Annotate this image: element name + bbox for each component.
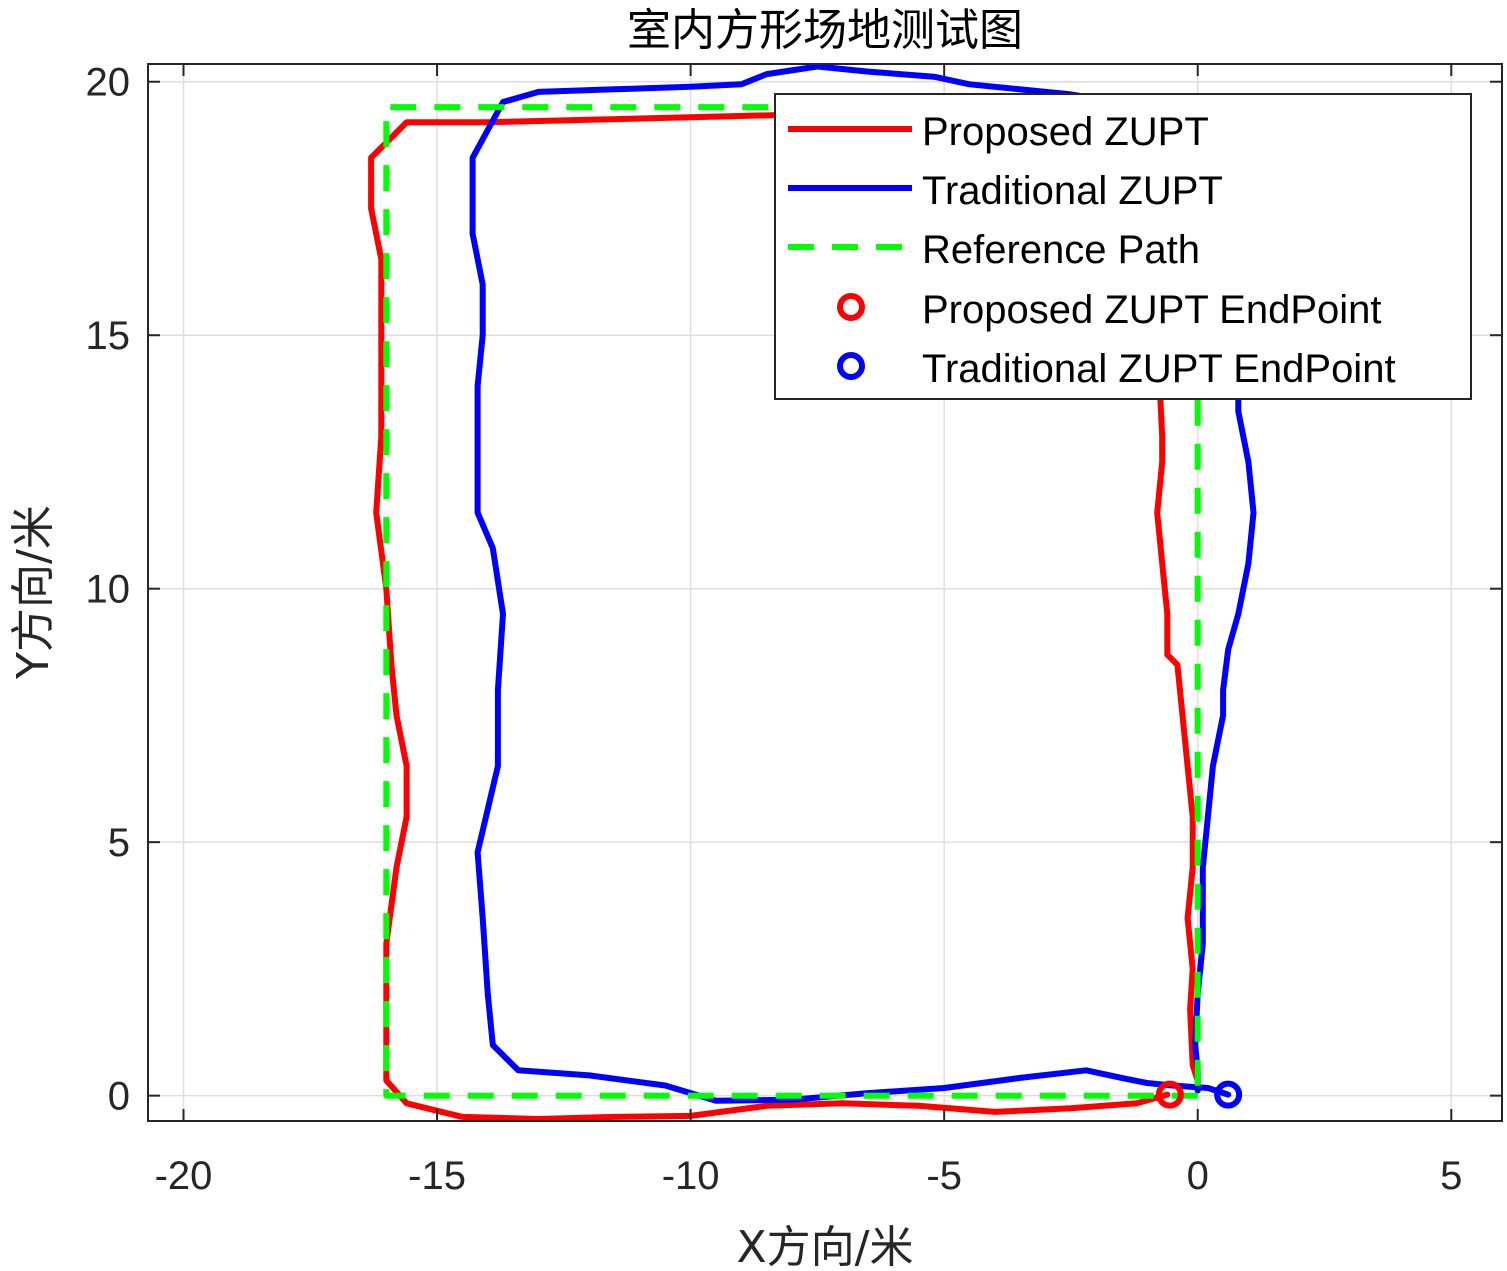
plot-box: [147, 63, 1503, 1122]
endpoint-marker-traditional: [1214, 1080, 1243, 1109]
legend-label-proposed-zupt: Proposed ZUPT: [922, 110, 1209, 154]
endpoint-marker-proposed: [1155, 1080, 1184, 1109]
y-tick-label: 20: [86, 61, 131, 105]
x-tick-label: -10: [662, 1154, 720, 1198]
tick-layer: -20 -15 -10 -5 0 5 0 5 10 15 20: [86, 61, 1502, 1198]
x-axis-label: X方向/米: [737, 1222, 914, 1271]
y-tick-label: 0: [108, 1075, 130, 1119]
x-tick-label: -20: [155, 1154, 213, 1198]
y-tick-label: 5: [108, 821, 130, 865]
series-layer: [368, 63, 1257, 1122]
y-axis-label: Y方向/米: [8, 505, 59, 680]
legend-label-proposed-zupt-endpoint: Proposed ZUPT EndPoint: [922, 288, 1382, 332]
x-tick-label: 0: [1187, 1154, 1209, 1198]
legend-label-traditional-zupt: Traditional ZUPT: [922, 169, 1223, 213]
y-tick-label: 15: [86, 314, 131, 358]
x-tick-label: 5: [1440, 1154, 1462, 1198]
x-tick-label: -5: [926, 1154, 962, 1198]
legend-swatch-proposed-zupt-endpoint: [837, 293, 865, 321]
legend-label-reference-path: Reference Path: [922, 228, 1200, 272]
series-line-reference-path: [383, 104, 1201, 1099]
series-line-traditional-zupt: [469, 63, 1257, 1104]
series-line-proposed-zupt: [368, 101, 1201, 1122]
legend: Proposed ZUPT Traditional ZUPT Reference P…: [774, 93, 1472, 400]
legend-label-traditional-zupt-endpoint: Traditional ZUPT EndPoint: [922, 347, 1396, 391]
legend-swatch-traditional-zupt-endpoint: [837, 352, 865, 380]
chart-title: 室内方形场地测试图: [627, 5, 1023, 56]
x-tick-label: -15: [408, 1154, 466, 1198]
y-tick-label: 10: [86, 568, 131, 612]
